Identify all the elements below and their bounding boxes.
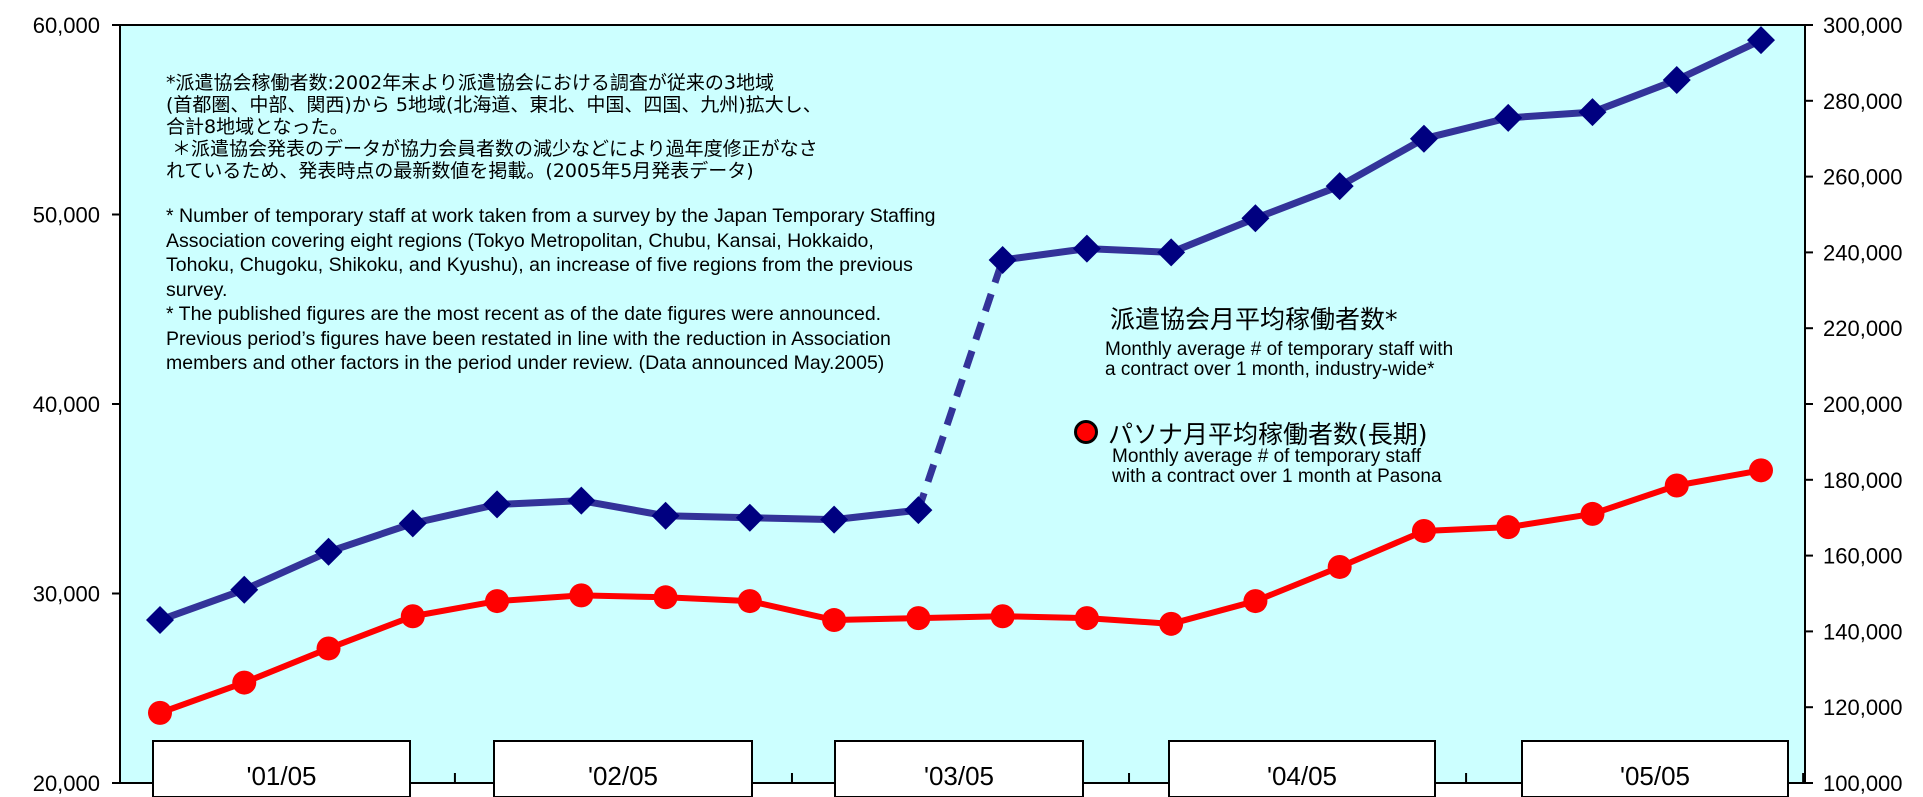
x-axis-category-labels: '01/05 '02/05 '03/05 '04/05 '05/05 (152, 740, 1789, 797)
pasona-point (1749, 458, 1773, 483)
association-point (1072, 234, 1101, 263)
pasona-point (148, 700, 172, 725)
right-tick-label: 160,000 (1823, 544, 1903, 569)
association-point (1578, 98, 1607, 127)
left-axis-labels: 20,000 30,000 40,000 50,000 60,000 (33, 13, 100, 796)
pasona-point (1327, 554, 1352, 579)
association-point (1157, 238, 1186, 267)
left-tick-label: 40,000 (33, 392, 100, 417)
pasona-point (316, 636, 341, 661)
pasona-point (737, 589, 762, 614)
right-tick-label: 240,000 (1823, 240, 1903, 265)
association-point (314, 537, 343, 566)
right-tick-label: 260,000 (1823, 165, 1903, 190)
note-english: * Number of temporary staff at work take… (166, 205, 936, 374)
left-tick-label: 50,000 (33, 203, 100, 228)
pasona-point (990, 604, 1015, 629)
legend-pasona-marker (1074, 420, 1098, 444)
association-point (1241, 204, 1270, 233)
category-label: '04/05 (1267, 761, 1337, 791)
category-label: '01/05 (246, 761, 316, 791)
association-point (1494, 103, 1523, 132)
association-point (230, 575, 259, 604)
pasona-point (906, 606, 931, 631)
note-japanese: *派遣協会稼働者数:2002年末より派遣協会における調査が従来の3地域 (首都圏… (166, 72, 822, 182)
association-point (146, 606, 174, 635)
right-tick-label: 200,000 (1823, 392, 1903, 417)
plot-area (119, 24, 1806, 784)
association-line-part2 (1002, 36, 1763, 264)
association-point (988, 245, 1017, 274)
pasona-point (569, 583, 594, 608)
right-tick-label: 140,000 (1823, 619, 1903, 644)
association-point (1747, 26, 1775, 55)
pasona-point (232, 670, 257, 695)
association-point (1409, 124, 1438, 153)
association-point (567, 486, 596, 515)
association-point (820, 505, 849, 534)
right-tick-label: 220,000 (1823, 316, 1903, 341)
association-point (904, 496, 933, 525)
category-label: '03/05 (924, 761, 994, 791)
right-tick-label: 300,000 (1823, 13, 1903, 38)
pasona-point (822, 608, 847, 633)
pasona-point (1243, 589, 1268, 614)
category-box (834, 740, 1084, 797)
category-box (1521, 740, 1789, 797)
association-line-dashed (915, 258, 1006, 512)
right-tick-label: 180,000 (1823, 468, 1903, 493)
pasona-point (653, 585, 678, 610)
right-tick-label: 100,000 (1823, 771, 1903, 796)
right-tick-label: 120,000 (1823, 695, 1903, 720)
legend-pasona-label: パソナ月平均稼働者数(長期) (1108, 420, 1428, 449)
pasona-line (158, 467, 1762, 716)
category-label: '02/05 (588, 761, 658, 791)
association-point (1662, 65, 1691, 94)
category-label: '05/05 (1620, 761, 1690, 791)
chart-notes: *派遣協会稼働者数:2002年末より派遣協会における調査が従来の3地域 (首都圏… (166, 72, 946, 376)
series-association (146, 26, 1775, 635)
association-point (398, 509, 427, 538)
legend-pasona-desc: Monthly average # of temporary staff wit… (1112, 446, 1442, 487)
pasona-point (1159, 611, 1184, 636)
left-tick-label: 20,000 (33, 771, 100, 796)
right-tick-label: 280,000 (1823, 89, 1903, 114)
pasona-point (1411, 518, 1436, 543)
pasona-point (485, 589, 510, 614)
right-axis-labels: 100,000 120,000 140,000 160,000 180,000 200,0… (1823, 13, 1903, 796)
association-point (1325, 172, 1354, 201)
association-line-part1 (158, 497, 919, 624)
legend-association-label: 派遣協会月平均稼働者数* (1110, 305, 1398, 334)
pasona-point (1580, 501, 1605, 526)
category-box (1168, 740, 1436, 797)
pasona-point (1074, 606, 1099, 631)
category-box (493, 740, 753, 797)
association-point (735, 503, 764, 532)
pasona-point (1664, 473, 1689, 498)
category-box (152, 740, 411, 797)
pasona-point (1496, 515, 1521, 540)
pasona-point (400, 604, 425, 629)
left-tick-label: 30,000 (33, 582, 100, 607)
series-pasona (148, 458, 1773, 725)
legend-association-desc: Monthly average # of temporary staff wit… (1105, 339, 1454, 380)
left-tick-label: 60,000 (33, 13, 100, 38)
association-point (651, 501, 680, 530)
association-point (483, 490, 512, 519)
